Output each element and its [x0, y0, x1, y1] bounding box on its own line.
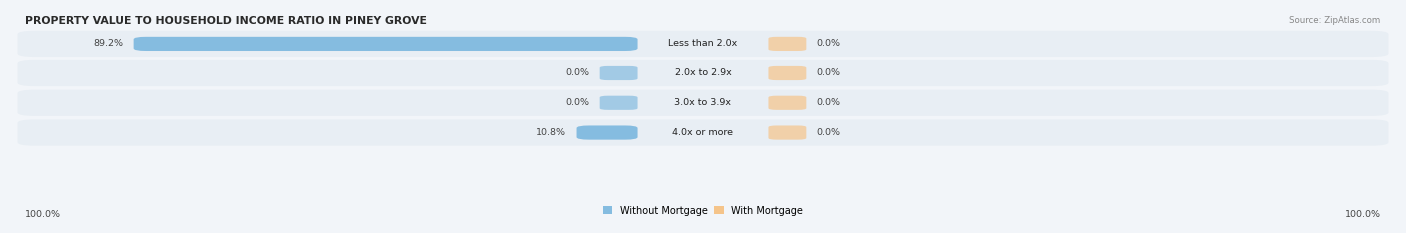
Legend: Without Mortgage, With Mortgage: Without Mortgage, With Mortgage [603, 206, 803, 216]
FancyBboxPatch shape [769, 66, 807, 80]
FancyBboxPatch shape [17, 120, 1389, 146]
Text: 0.0%: 0.0% [817, 128, 841, 137]
FancyBboxPatch shape [576, 125, 637, 140]
Text: 100.0%: 100.0% [25, 210, 62, 219]
FancyBboxPatch shape [134, 37, 637, 51]
Text: 0.0%: 0.0% [817, 69, 841, 78]
Text: 3.0x to 3.9x: 3.0x to 3.9x [675, 98, 731, 107]
Text: 10.8%: 10.8% [536, 128, 567, 137]
Text: 0.0%: 0.0% [565, 98, 589, 107]
Text: Less than 2.0x: Less than 2.0x [668, 39, 738, 48]
FancyBboxPatch shape [17, 60, 1389, 86]
FancyBboxPatch shape [599, 96, 637, 110]
Text: 0.0%: 0.0% [817, 39, 841, 48]
Text: 89.2%: 89.2% [93, 39, 124, 48]
FancyBboxPatch shape [17, 31, 1389, 57]
FancyBboxPatch shape [599, 66, 637, 80]
FancyBboxPatch shape [769, 37, 807, 51]
FancyBboxPatch shape [769, 125, 807, 140]
Text: 0.0%: 0.0% [817, 98, 841, 107]
Text: 2.0x to 2.9x: 2.0x to 2.9x [675, 69, 731, 78]
FancyBboxPatch shape [17, 90, 1389, 116]
Text: 4.0x or more: 4.0x or more [672, 128, 734, 137]
Text: Source: ZipAtlas.com: Source: ZipAtlas.com [1289, 16, 1381, 25]
FancyBboxPatch shape [769, 96, 807, 110]
Text: 100.0%: 100.0% [1344, 210, 1381, 219]
Text: PROPERTY VALUE TO HOUSEHOLD INCOME RATIO IN PINEY GROVE: PROPERTY VALUE TO HOUSEHOLD INCOME RATIO… [25, 16, 427, 26]
Text: 0.0%: 0.0% [565, 69, 589, 78]
